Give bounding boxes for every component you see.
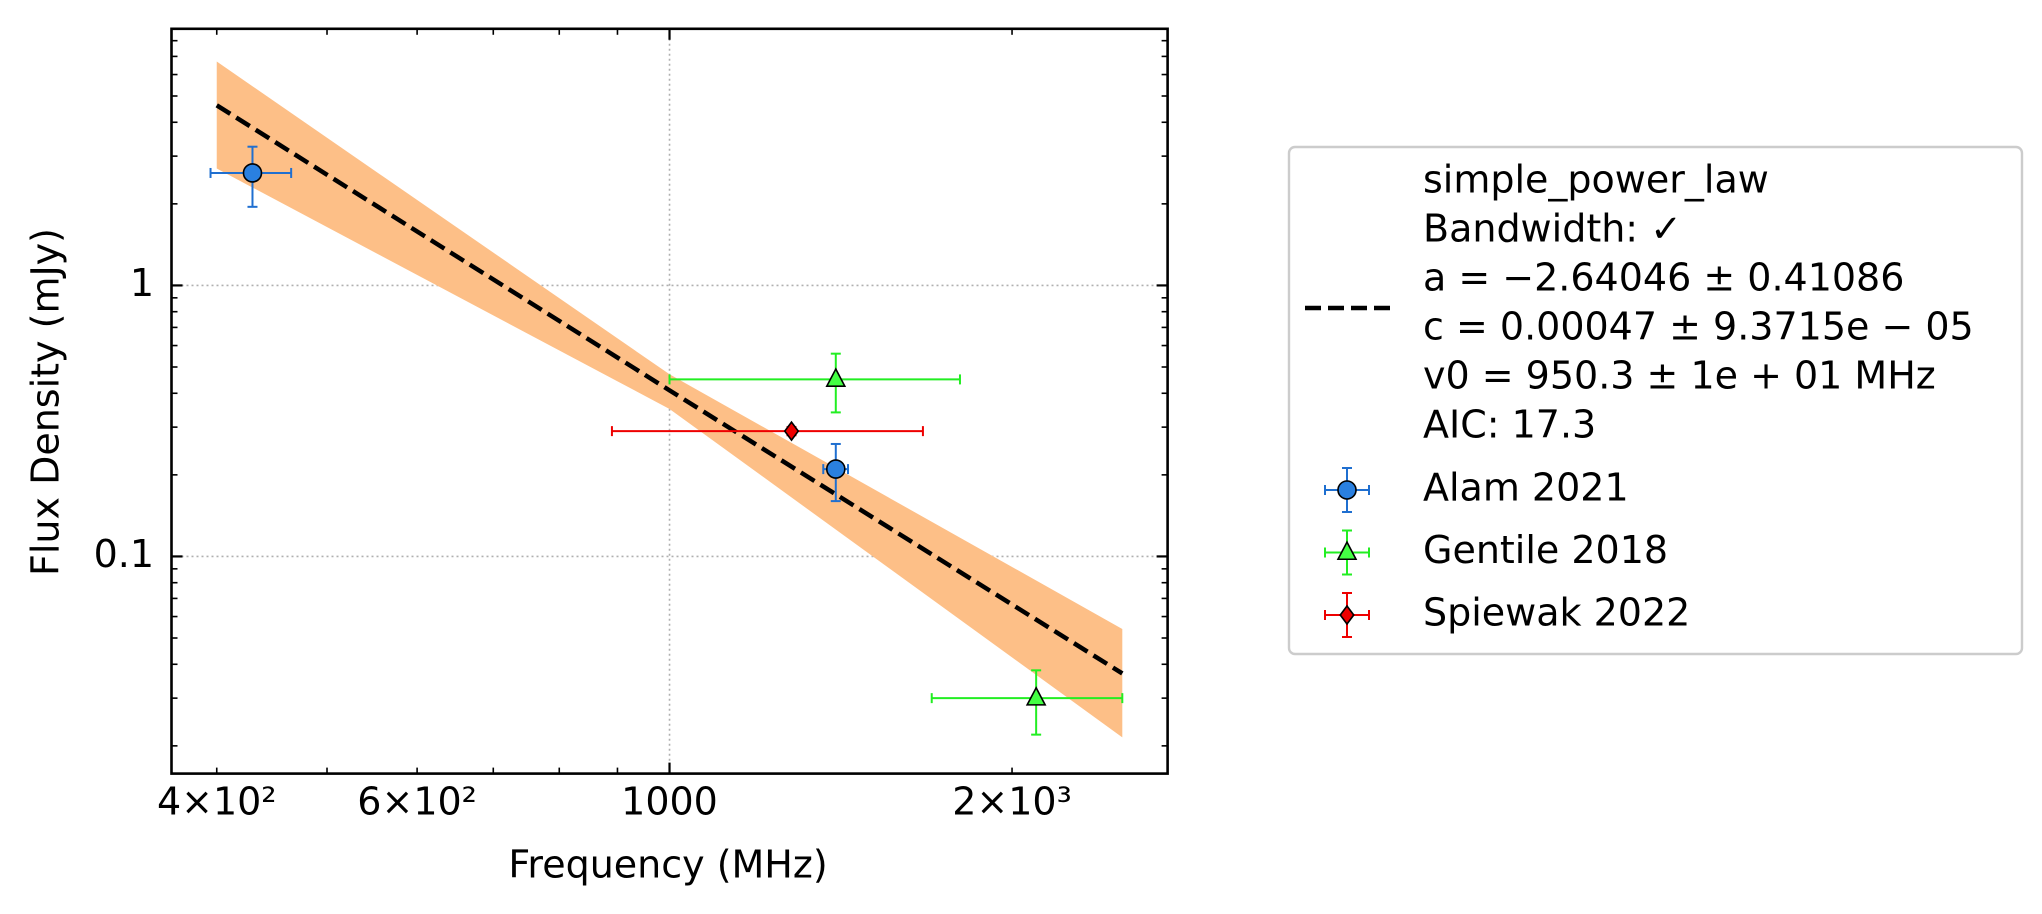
legend-label: Bandwidth: ✓ bbox=[1423, 207, 1682, 251]
legend-box bbox=[1287, 145, 2024, 656]
confidence-band bbox=[216, 61, 1123, 738]
legend-marker bbox=[1336, 540, 1358, 561]
legend-label: Alam 2021 bbox=[1423, 466, 1629, 510]
y-tick-label: 0.1 bbox=[94, 532, 154, 576]
legend-label: simple_power_law bbox=[1423, 158, 1769, 202]
data-point bbox=[825, 459, 846, 479]
legend-label: Gentile 2018 bbox=[1423, 528, 1668, 572]
legend-marker bbox=[1337, 480, 1357, 500]
x-tick-label: 6×10² bbox=[357, 780, 477, 824]
y-tick-label: 1 bbox=[130, 261, 154, 305]
data-point bbox=[1025, 686, 1047, 706]
x-tick-label: 1000 bbox=[621, 780, 718, 824]
legend-label: a = −2.64046 ± 0.41086 bbox=[1423, 256, 1904, 300]
legend-label: c = 0.00047 ± 9.3715e − 05 bbox=[1423, 305, 1974, 349]
data-point bbox=[783, 420, 800, 442]
fit-line bbox=[215, 103, 1124, 676]
x-tick-label: 4×10² bbox=[157, 780, 277, 824]
y-axis-label: Flux Density (mJy) bbox=[24, 228, 68, 576]
legend-marker bbox=[1339, 604, 1355, 626]
legend-label: v0 = 950.3 ± 1e + 01 MHz bbox=[1423, 354, 1936, 398]
data-point bbox=[242, 163, 263, 183]
legend-label: Spiewak 2022 bbox=[1423, 591, 1690, 635]
x-tick-label: 2×10³ bbox=[952, 780, 1072, 824]
x-axis-label: Frequency (MHz) bbox=[508, 843, 827, 887]
legend-label: AIC: 17.3 bbox=[1423, 403, 1596, 447]
data-point bbox=[825, 367, 847, 387]
